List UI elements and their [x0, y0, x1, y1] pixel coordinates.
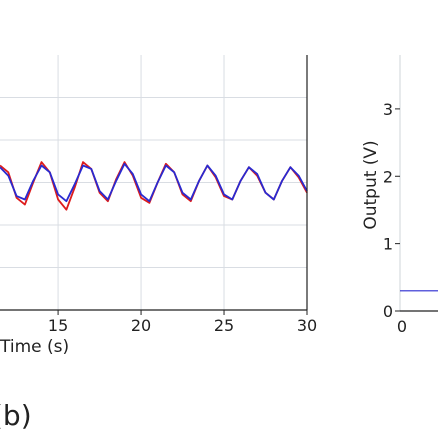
axes — [399, 55, 438, 312]
y-tick-label: 3 — [383, 100, 393, 119]
x-axis-label: Time (s) — [0, 337, 69, 357]
y-tick-label: 1 — [383, 235, 393, 254]
chart-b: 15 20 25 30 Time (s) (b) — [0, 55, 317, 432]
x-tick-label: 20 — [131, 316, 151, 335]
y-ticks: 0 1 2 3 0 — [383, 100, 407, 336]
x-tick-label: 25 — [214, 316, 234, 335]
series-group — [0, 161, 308, 211]
x-ticks: 15 20 25 30 — [0, 55, 317, 335]
x-tick-label: 0 — [397, 317, 407, 336]
y-tick-label: 2 — [383, 167, 393, 186]
chart-c: 0 1 2 3 0 Output (V) — [361, 55, 438, 336]
panel-label: (b) — [0, 399, 32, 432]
x-tick-label: 30 — [297, 316, 317, 335]
x-tick-label: 15 — [48, 316, 68, 335]
series-line-2 — [0, 162, 308, 203]
y-axis-label: Output (V) — [361, 140, 381, 229]
y-tick-label: 0 — [383, 302, 393, 321]
